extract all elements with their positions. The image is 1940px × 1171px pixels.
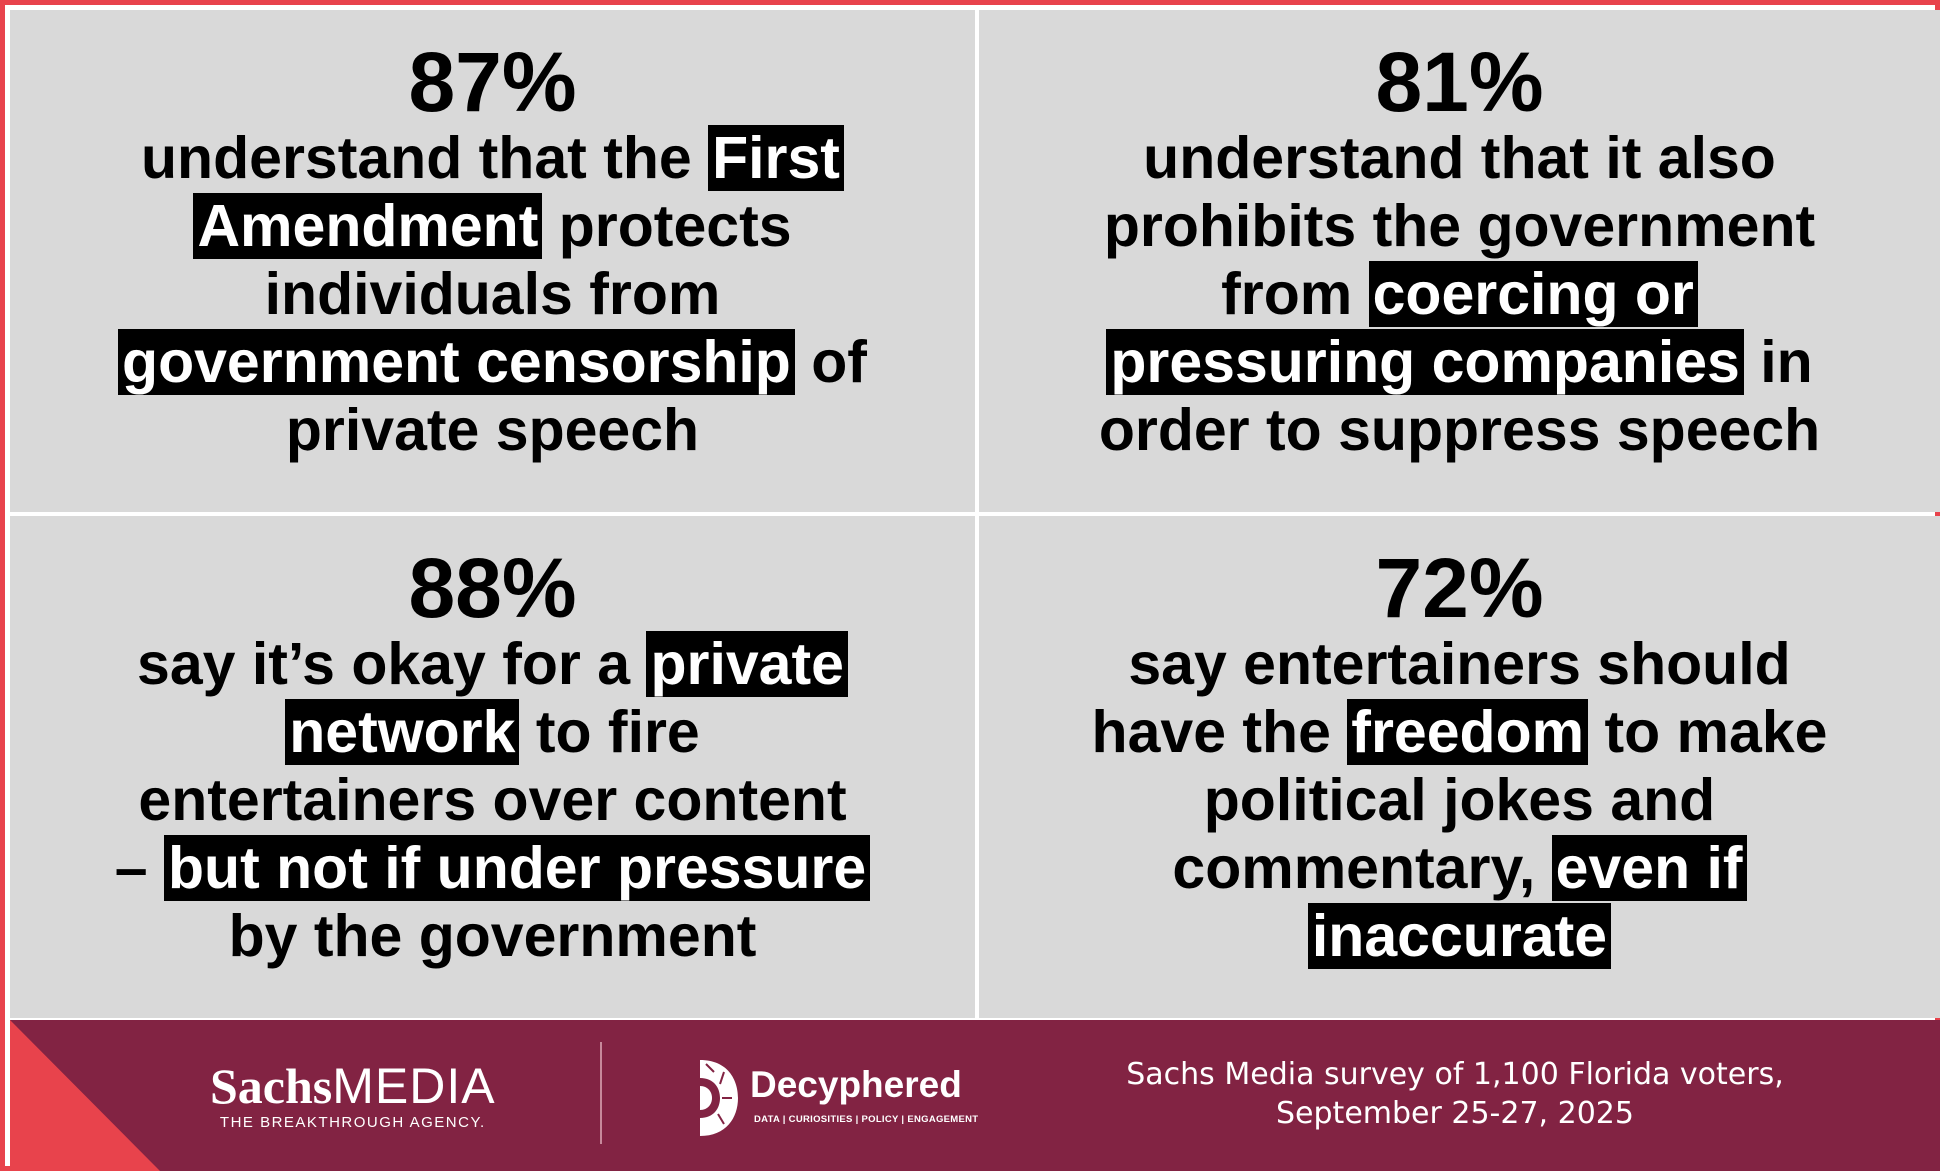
source-line-2: September 25-27, 2025 (1276, 1096, 1634, 1131)
highlighted-phrase: private (646, 631, 848, 697)
stat-text: understand that it also prohibits the gov… (1099, 124, 1820, 464)
text-segment: to fire (519, 699, 700, 765)
text-segment: individuals from (264, 261, 721, 327)
stat-percent: 87% (408, 35, 577, 129)
stat-panel-entertainers: 72% say entertainers should have the free… (975, 516, 1940, 1018)
footer-bar: SachsMEDIA THE BREAKTHROUGH AGENCY. Decy… (10, 1020, 1940, 1171)
stat-text-line: understand that the First (118, 124, 867, 192)
stat-percent: 88% (408, 541, 577, 635)
stat-text-line: government censorship of (118, 328, 867, 396)
text-segment: say entertainers should (1128, 631, 1791, 697)
stat-text-line: Amendment protects (118, 192, 867, 260)
text-segment: private speech (285, 397, 700, 463)
stat-text-line: have the freedom to make (1091, 698, 1828, 766)
stat-text-line: network to fire (115, 698, 870, 766)
stat-text-line: say entertainers should (1092, 630, 1828, 698)
source-line-1: Sachs Media survey of 1,100 Florida vote… (1126, 1057, 1784, 1092)
stat-text: understand that the First Amendment prote… (118, 124, 867, 464)
text-segment: – (114, 835, 164, 901)
text-segment: by the government (228, 903, 757, 969)
highlighted-phrase: coercing or (1368, 261, 1698, 327)
stat-text-line: understand that it also (1099, 124, 1820, 192)
stat-text-line: entertainers over content (115, 766, 870, 834)
text-segment: have the (1091, 699, 1348, 765)
stat-panel-coercion: 81% understand that it also prohibits the… (975, 10, 1940, 512)
decyphered-mark-icon (700, 1060, 738, 1136)
highlighted-phrase: network (285, 699, 520, 765)
logo-tagline: THE BREAKTHROUGH AGENCY. (219, 1114, 486, 1131)
stat-text-line: political jokes and (1092, 766, 1828, 834)
text-segment: say it’s okay for a (137, 631, 647, 697)
stat-panel-private-network: 88% say it’s okay for a private network … (10, 516, 975, 1018)
stat-text-line: private speech (118, 396, 867, 464)
text-segment: to make (1588, 699, 1828, 765)
stats-grid: 87% understand that the First Amendment p… (10, 10, 1940, 1020)
stat-text-line: prohibits the government (1099, 192, 1820, 260)
sachs-media-logo: SachsMEDIA THE BREAKTHROUGH AGENCY. (210, 1060, 496, 1131)
stat-text-line: say it’s okay for a private (115, 630, 870, 698)
stat-text: say it’s okay for a private network to f… (114, 630, 871, 970)
text-segment: of (794, 329, 867, 395)
decyphered-tagline: DATA | CURIOSITIES | POLICY | ENGAGEMENT (754, 1114, 979, 1125)
stat-text-line: individuals from (118, 260, 867, 328)
stat-percent: 81% (1375, 35, 1544, 129)
text-segment: political jokes and (1203, 767, 1716, 833)
text-segment: order to suppress speech (1098, 397, 1821, 463)
text-segment: protects (542, 193, 792, 259)
text-segment: in (1743, 329, 1813, 395)
stat-text-line: order to suppress speech (1099, 396, 1820, 464)
text-segment: commentary, (1172, 835, 1552, 901)
text-segment: entertainers over content (138, 767, 847, 833)
text-segment: understand that it also (1143, 125, 1776, 191)
text-segment: understand that the (141, 125, 709, 191)
stat-text-line: commentary, even if (1092, 834, 1828, 902)
survey-source-note: Sachs Media survey of 1,100 Florida vote… (1105, 1055, 1805, 1133)
highlighted-phrase: freedom (1347, 699, 1589, 765)
highlighted-phrase: government censorship (118, 329, 795, 395)
highlighted-phrase: even if (1551, 835, 1747, 901)
stat-text-line: from coercing or (1099, 260, 1820, 328)
highlighted-phrase: but not if under pressure (164, 835, 871, 901)
logo-wordmark-sachs: Sachs (210, 1058, 333, 1114)
highlighted-phrase: pressuring companies (1106, 329, 1744, 395)
stat-percent: 72% (1375, 541, 1544, 635)
corner-accent (10, 1020, 160, 1171)
stat-text-line: by the government (115, 902, 870, 970)
logo-divider (600, 1042, 602, 1144)
stat-text-line: inaccurate (1092, 902, 1828, 970)
stat-text-line: – but not if under pressure (114, 834, 871, 902)
text-segment: prohibits the government (1103, 193, 1816, 259)
highlighted-phrase: Amendment (193, 193, 543, 259)
decyphered-wordmark: Decyphered (750, 1064, 962, 1105)
highlighted-phrase: First (708, 125, 844, 191)
text-segment: from (1221, 261, 1369, 327)
stat-text: say entertainers should have the freedom … (1091, 630, 1828, 970)
highlighted-phrase: inaccurate (1307, 903, 1612, 969)
stat-text-line: pressuring companies in (1099, 328, 1820, 396)
logo-wordmark-media: MEDIA (332, 1058, 496, 1114)
stat-panel-first-amendment: 87% understand that the First Amendment p… (10, 10, 975, 512)
